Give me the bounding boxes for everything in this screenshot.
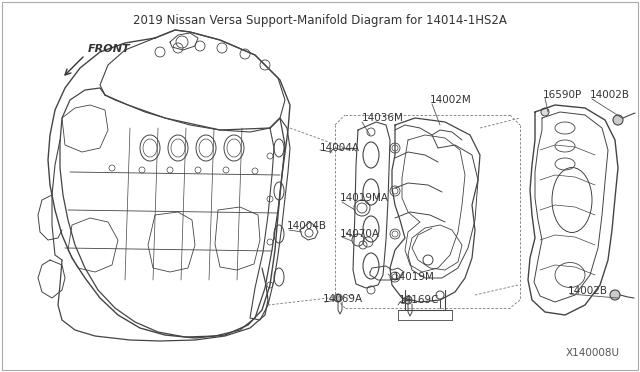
Circle shape	[541, 108, 549, 116]
Text: 14002B: 14002B	[590, 90, 630, 100]
Circle shape	[613, 115, 623, 125]
Text: 14002M: 14002M	[430, 95, 472, 105]
Text: 14069A: 14069A	[323, 294, 363, 304]
Circle shape	[610, 290, 620, 300]
Text: 2019 Nissan Versa Support-Manifold Diagram for 14014-1HS2A: 2019 Nissan Versa Support-Manifold Diagr…	[133, 14, 507, 27]
Text: 16590P: 16590P	[543, 90, 582, 100]
Circle shape	[404, 296, 412, 304]
Text: 14002B: 14002B	[568, 286, 608, 296]
Circle shape	[334, 294, 342, 302]
Text: 14070A: 14070A	[340, 229, 380, 239]
Text: FRONT: FRONT	[88, 44, 131, 54]
Text: 14004B: 14004B	[287, 221, 327, 231]
Text: 14036M: 14036M	[362, 113, 404, 123]
Text: 14019M: 14019M	[393, 272, 435, 282]
Text: 14004A: 14004A	[320, 143, 360, 153]
Text: 14019MA: 14019MA	[340, 193, 389, 203]
Text: 14169C: 14169C	[399, 295, 440, 305]
Text: X140008U: X140008U	[566, 348, 620, 358]
